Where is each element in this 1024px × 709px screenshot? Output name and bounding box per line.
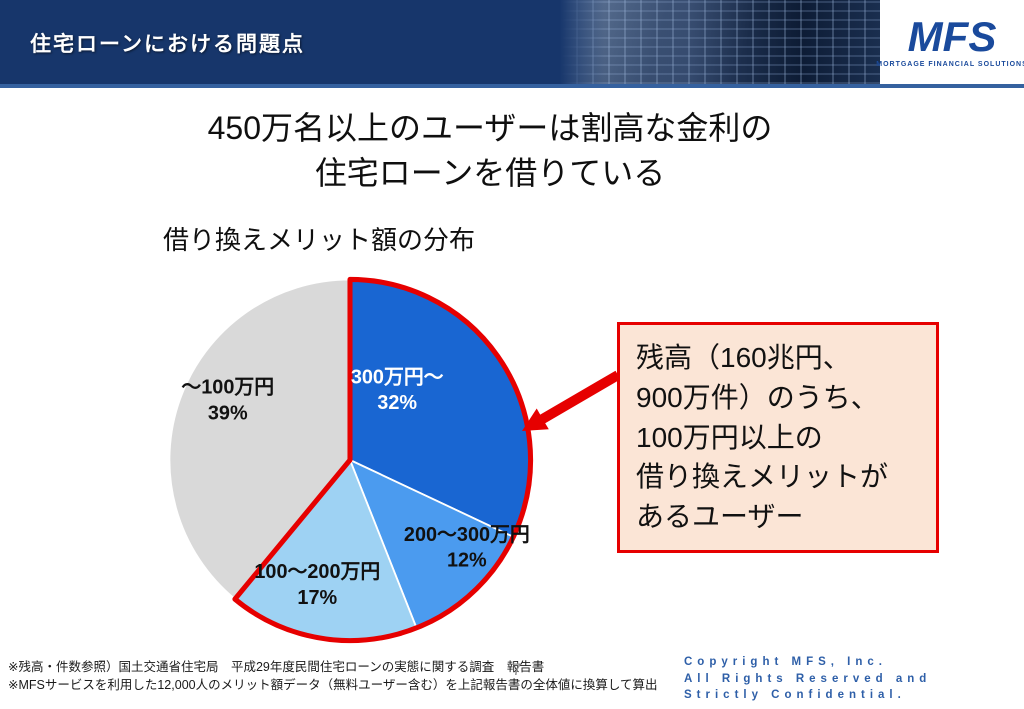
pie-chart-svg: 300万円～ 32% 200～300万円 12% 100～200万円 17% ～100万円 3… (168, 276, 534, 644)
mfs-logo: MFS MORTGAGE FINANCIAL SOLUTIONS (876, 0, 1024, 84)
pie-slice-label-3: ～100万円 39% (181, 377, 274, 425)
pie-highlight-outline (232, 276, 534, 644)
callout-box: 残高（160兆円、 900万件）のうち、 100万円以上の 借り換えメリットが … (617, 322, 939, 553)
pie-slice-label-2: 100～200万円 17% (254, 561, 380, 609)
chart-title: 借り換えメリット額の分布 (163, 225, 476, 255)
header: 住宅ローンにおける問題点 MFS MORTGAGE FINANCIAL SOLU… (0, 0, 1024, 88)
page-number: 7 (512, 660, 522, 679)
copyright-line-2: All Rights Reserved and (684, 672, 932, 685)
slide-header-title: 住宅ローンにおける問題点 (30, 33, 305, 56)
pie-slice-label-1: 200～300万円 12% (404, 524, 530, 572)
copyright: Copyright MFS, Inc. All Rights Reserved … (684, 654, 931, 704)
footnote-2: ※MFSサービスを利用した12,000人のメリット額データ（無料ユーザー含む）を… (8, 677, 658, 692)
mfs-logo-subtext: MORTGAGE FINANCIAL SOLUTIONS (876, 61, 1024, 68)
mfs-logo-text: MFS (907, 13, 997, 60)
main-title: 450万名以上のユーザーは割高な金利の 住宅ローンを借りている (207, 110, 773, 192)
footnotes: ※残高・件数参照）国土交通省住宅局 平成29年度民間住宅ローンの実態に関する調査… (8, 659, 657, 695)
red-arrow-icon (522, 370, 621, 431)
pie-slice-label-0: 300万円～ 32% (351, 366, 444, 414)
building-image (560, 0, 880, 84)
red-arrow-shape (522, 370, 621, 431)
copyright-line-3: Strictly Confidential. (684, 689, 906, 702)
footnote-1: ※残高・件数参照）国土交通省住宅局 平成29年度民間住宅ローンの実態に関する調査… (8, 660, 545, 674)
pie-slice-3 (168, 278, 351, 601)
pie-chart: 300万円～ 32% 200～300万円 12% 100～200万円 17% ～100万円 3… (155, 265, 545, 655)
copyright-line-1: Copyright MFS, Inc. (684, 656, 887, 668)
callout-text: 残高（160兆円、 900万件）のうち、 100万円以上の 借り換えメリットが … (636, 342, 889, 532)
